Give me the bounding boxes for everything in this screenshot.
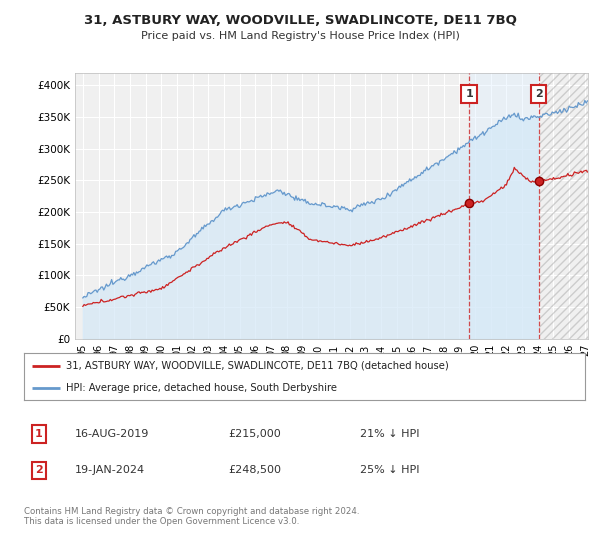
Text: 2: 2 [35, 465, 43, 475]
Bar [539, 73, 588, 339]
Text: 19-JAN-2024: 19-JAN-2024 [75, 465, 145, 475]
Text: Contains HM Land Registry data © Crown copyright and database right 2024.
This d: Contains HM Land Registry data © Crown c… [24, 507, 359, 526]
Text: 21% ↓ HPI: 21% ↓ HPI [360, 429, 419, 439]
Text: 1: 1 [35, 429, 43, 439]
Text: 25% ↓ HPI: 25% ↓ HPI [360, 465, 419, 475]
Text: £215,000: £215,000 [228, 429, 281, 439]
Text: 31, ASTBURY WAY, WOODVILLE, SWADLINCOTE, DE11 7BQ (detached house): 31, ASTBURY WAY, WOODVILLE, SWADLINCOTE,… [66, 361, 449, 371]
Text: 1: 1 [465, 89, 473, 99]
Text: HPI: Average price, detached house, South Derbyshire: HPI: Average price, detached house, Sout… [66, 382, 337, 393]
Text: 31, ASTBURY WAY, WOODVILLE, SWADLINCOTE, DE11 7BQ: 31, ASTBURY WAY, WOODVILLE, SWADLINCOTE,… [83, 14, 517, 27]
Bar [469, 73, 539, 339]
Text: Price paid vs. HM Land Registry's House Price Index (HPI): Price paid vs. HM Land Registry's House … [140, 31, 460, 41]
Text: £248,500: £248,500 [228, 465, 281, 475]
Text: 2: 2 [535, 89, 542, 99]
Text: 16-AUG-2019: 16-AUG-2019 [75, 429, 149, 439]
